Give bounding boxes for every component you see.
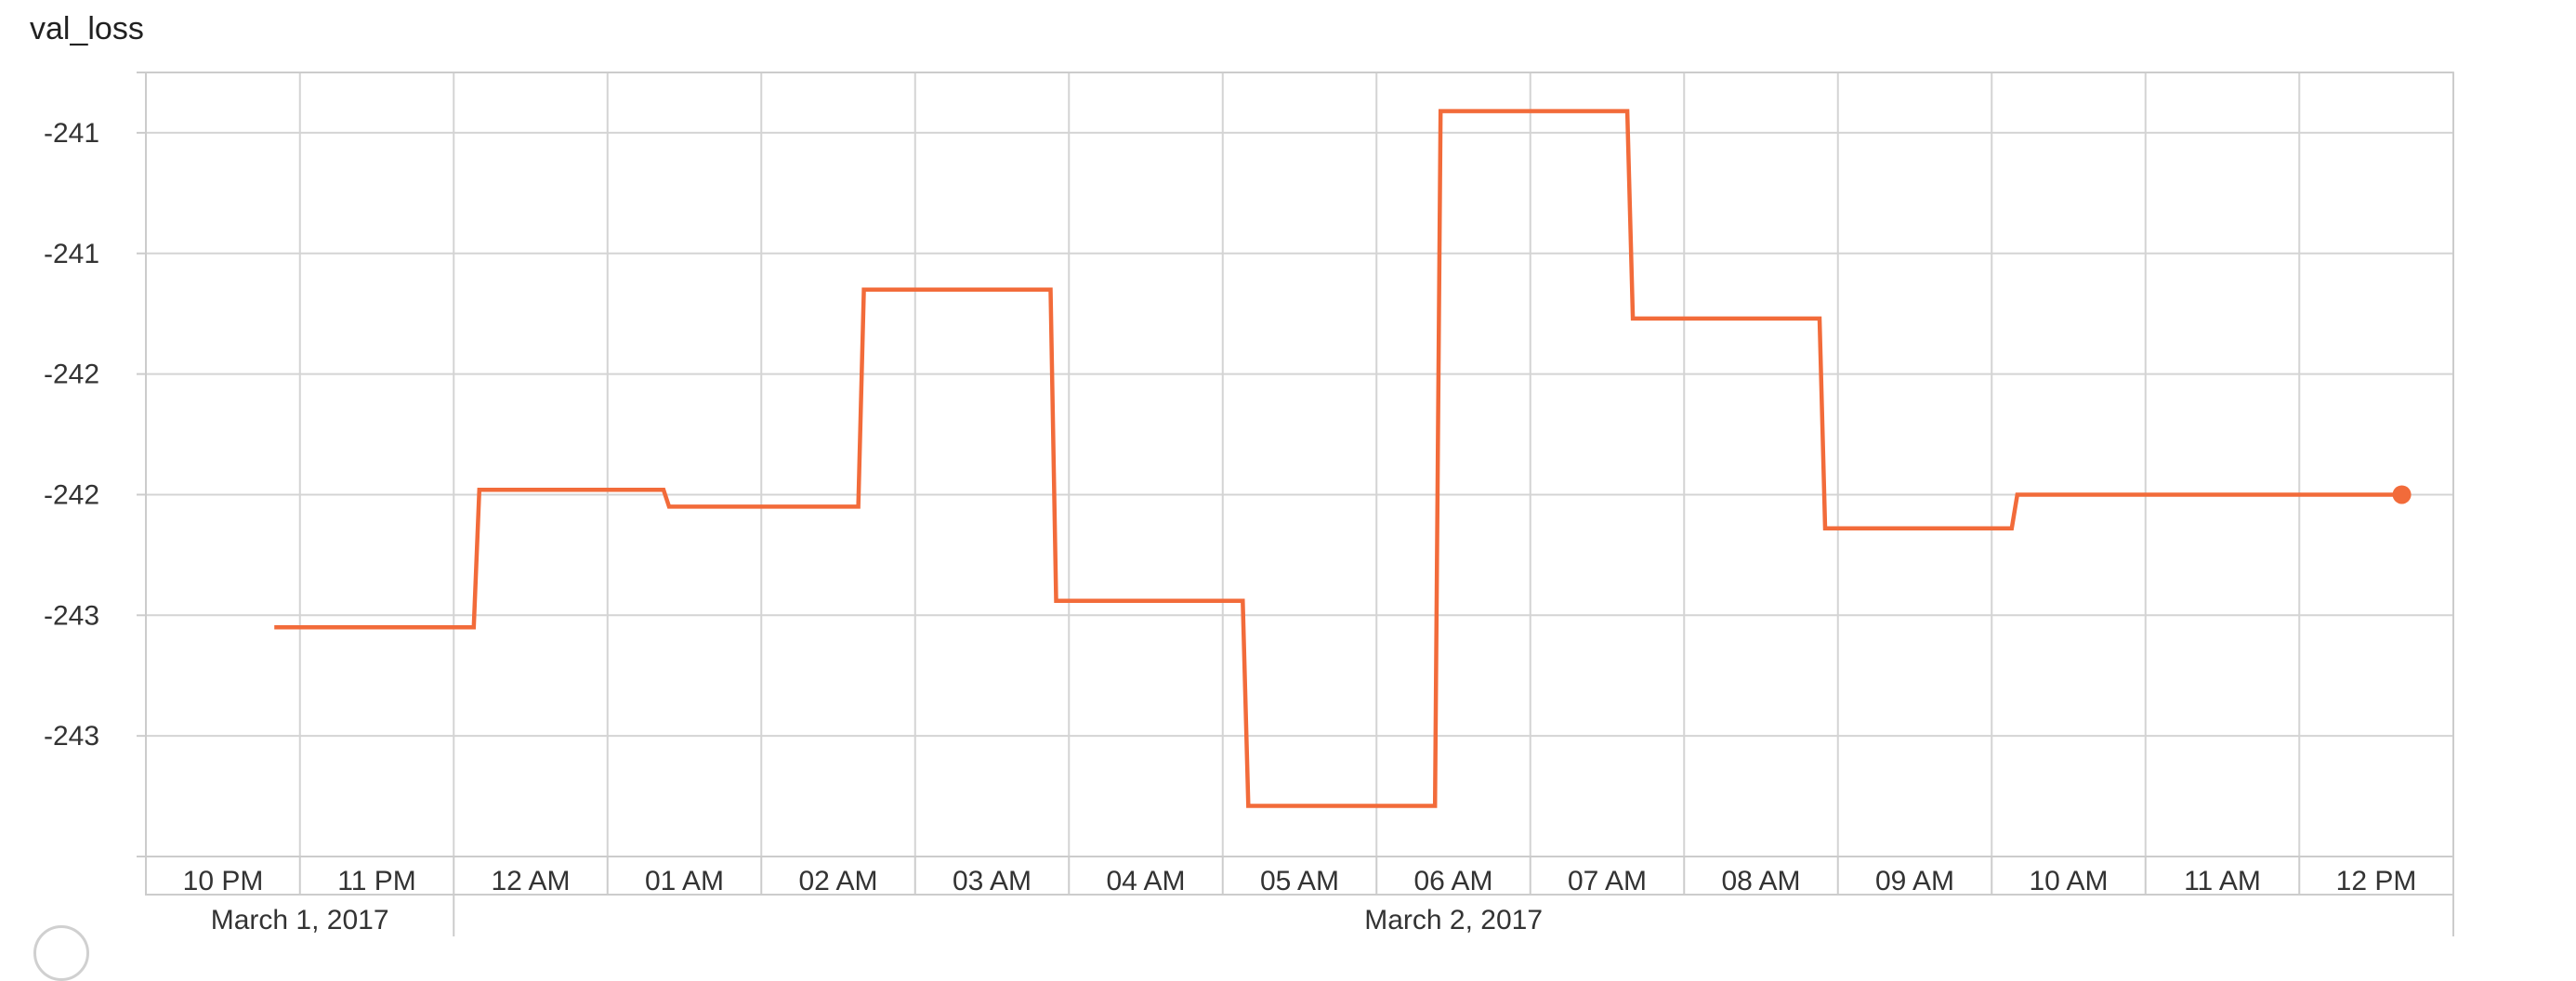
axes <box>137 72 2454 936</box>
data-point <box>2207 491 2213 497</box>
series <box>271 109 2412 808</box>
x-tick-label: 02 AM <box>798 866 877 896</box>
data-point <box>1438 109 1443 114</box>
x-tick-label: 04 AM <box>1106 866 1185 896</box>
x-tick-label: 01 AM <box>645 866 724 896</box>
data-point <box>666 504 672 509</box>
x-tick-label: 11 PM <box>337 866 415 896</box>
data-point <box>2015 491 2020 497</box>
plot-frame <box>145 72 2454 857</box>
chart: -241 -241 -242 -242 -243 -243 10 PM 11 PM 12 AM… <box>44 72 2454 936</box>
y-tick-label: -241 <box>44 239 99 269</box>
series-line <box>274 109 2402 808</box>
x-tick-label: 09 AM <box>1875 866 1954 896</box>
x-tick-label: 08 AM <box>1721 866 1800 896</box>
x-tick-label: 06 AM <box>1413 866 1492 896</box>
data-point <box>1822 526 1828 531</box>
data-point <box>477 487 482 492</box>
x-tick-label: 10 PM <box>183 866 264 896</box>
data-point <box>861 287 867 293</box>
x-tick-label: 10 AM <box>2029 866 2108 896</box>
y-tick-label: -243 <box>44 600 99 631</box>
y-tick-label: -243 <box>44 721 99 752</box>
data-point <box>271 624 277 630</box>
data-point <box>1245 803 1251 808</box>
loading-spinner-icon <box>33 925 89 981</box>
x-tick-label: 05 AM <box>1260 866 1339 896</box>
x-tick-label: 03 AM <box>953 866 1032 896</box>
x-tick-label: 11 AM <box>2184 866 2261 896</box>
x-tick-label: 12 AM <box>491 866 570 896</box>
x-tick-label: 12 PM <box>2336 866 2417 896</box>
x-axis-date-labels: March 1, 2017 March 2, 2017 <box>211 905 1543 935</box>
last-data-point <box>2392 485 2412 504</box>
date-label: March 1, 2017 <box>211 905 389 935</box>
y-tick-label: -241 <box>44 118 99 149</box>
chart-title: val_loss <box>30 11 144 46</box>
date-label: March 2, 2017 <box>1364 905 1543 935</box>
y-axis-ticks: -241 -241 -242 -242 -243 -243 <box>44 118 99 752</box>
data-point <box>1053 598 1058 604</box>
data-point <box>1630 316 1636 321</box>
y-tick-label: -242 <box>44 479 99 510</box>
x-axis-ticks: 10 PM 11 PM 12 AM 01 AM 02 AM 03 AM 04 AM 05 AM… <box>183 866 2417 896</box>
grid <box>146 72 2453 857</box>
x-tick-label: 07 AM <box>1568 866 1647 896</box>
y-tick-label: -242 <box>44 360 99 390</box>
